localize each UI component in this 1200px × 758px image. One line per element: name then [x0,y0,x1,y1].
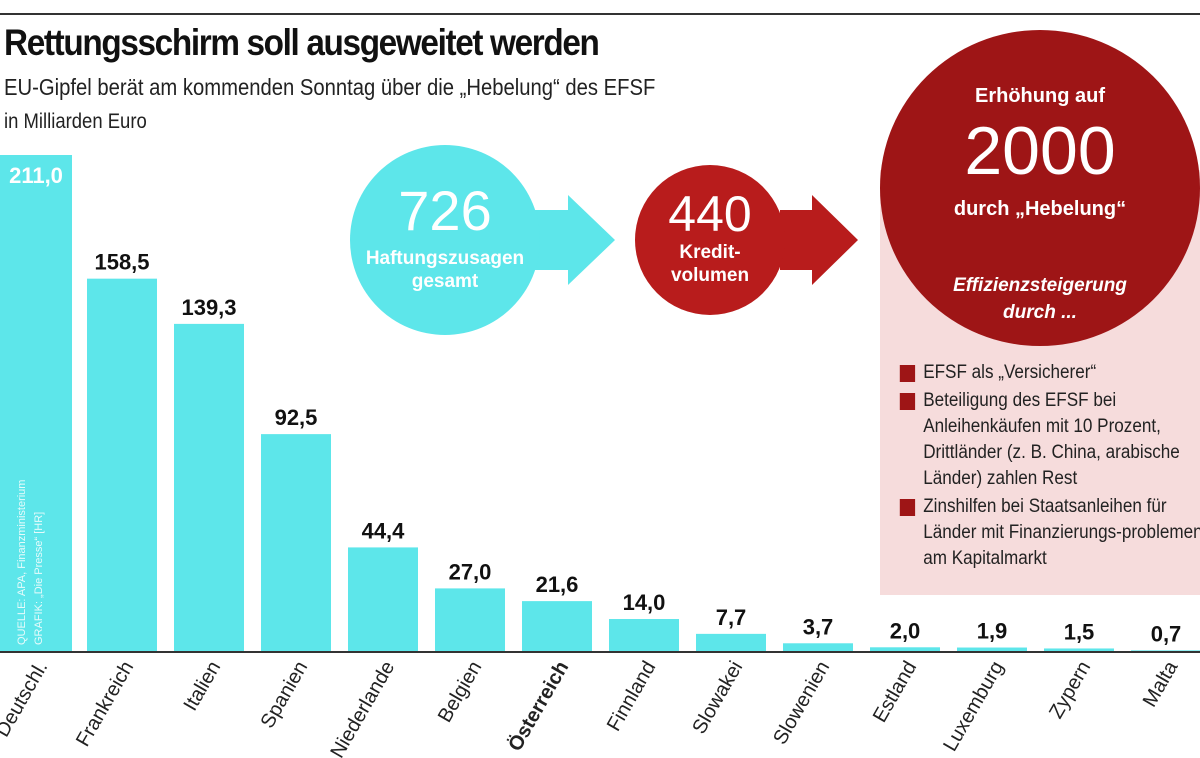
top-rule [0,13,1200,15]
tick-label: Slowakei [688,658,747,738]
leverage-value: 2000 [964,113,1116,189]
circle-leverage: Erhöhung auf 2000 durch „Hebelung“ Effiz… [880,30,1200,346]
data-label: 92,5 [275,405,318,430]
measure-item: Zinshilfen bei Staatsanleihen für Länder… [898,494,1200,572]
measure-item: EFSF als „Versicherer“ [898,360,1200,386]
bullet-square-icon [899,365,916,382]
unit-label: in Milliarden Euro [4,110,147,133]
tick-label: Slowenien [769,658,834,749]
bar [87,278,157,652]
data-label: 21,6 [536,572,579,597]
bar [870,647,940,652]
measure-text: EFSF als „Versicherer“ [923,362,1097,383]
tick-label: Deutschl. [0,658,52,741]
arrow-icon [780,195,858,285]
bullet-square-icon [899,499,916,516]
data-label: 1,5 [1064,619,1095,644]
data-label: 27,0 [449,559,492,584]
credit-value: 440 [668,186,752,242]
tick-label: Zypern [1045,658,1095,723]
data-label: 2,0 [890,618,921,643]
bar [174,323,244,652]
tick-label: Finnland [603,658,660,735]
graphic-credit: GRAFIK: „Die Presse“ [HR] [33,511,45,645]
source-line: QUELLE: APA, Finanzministerium [16,479,28,645]
bar [0,155,72,652]
tick-label: Österreich [503,657,573,755]
efficiency-label-2: durch ... [1003,302,1077,323]
bar [696,633,766,652]
measures-list: EFSF als „Versicherer“ Beteiligung des E… [898,360,1200,574]
credit-label: Kredit- [679,242,741,263]
efficiency-label: Effizienzsteigerung [953,275,1127,296]
tick-label: Luxemburg [939,658,1008,756]
data-label: 44,4 [362,518,406,543]
data-label: 3,7 [803,614,834,639]
arrow-icon [535,195,615,285]
measure-text: Zinshilfen bei Staatsanleihen für Länder… [923,496,1200,569]
data-label: 158,5 [94,250,149,275]
data-label: 139,3 [181,295,236,320]
tick-label: Malta [1139,657,1183,711]
tick-label: Italien [180,658,226,715]
tick-label: Estland [869,658,921,727]
chart-title: Rettungsschirm soll ausgeweitet werden [4,22,600,63]
liabilities-label-2: gesamt [411,271,479,292]
credit-label-2: volumen [670,265,750,286]
chart-subtitle: EU-Gipfel berät am kommenden Sonntag übe… [4,74,656,100]
measure-text: Beteiligung des EFSF bei Anleihenkäufen … [923,390,1180,489]
bar [435,588,505,652]
bar [957,647,1027,652]
data-label: 211,0 [9,163,63,188]
data-label: 14,0 [623,590,666,615]
tick-label: Frankreich [72,658,138,751]
measure-item: Beteiligung des EFSF bei Anleihenkäufen … [898,388,1200,492]
circle-credit-volume: 440 Kredit- volumen [635,165,785,315]
data-label: 1,9 [977,619,1008,644]
bar [522,601,592,652]
bar [783,643,853,652]
leverage-label: durch „Hebelung“ [953,198,1127,220]
tick-label: Belgien [434,658,486,727]
circle-liabilities: 726 Haftungszusagen gesamt [350,145,540,335]
data-label: 0,7 [1151,621,1182,646]
bullet-square-icon [899,393,916,410]
tick-label: Spanien [257,658,313,733]
leverage-top: Erhöhung auf [975,85,1105,107]
liabilities-value: 726 [398,179,492,242]
bar [1044,648,1114,652]
liabilities-label: Haftungszusagen [365,248,525,269]
tick-label: Niederlande [326,658,399,758]
data-label: 7,7 [716,605,747,630]
bar [609,619,679,652]
bar [261,434,331,652]
bar [348,547,418,652]
source-note: QUELLE: APA, Finanzministerium GRAFIK: „… [14,480,48,645]
